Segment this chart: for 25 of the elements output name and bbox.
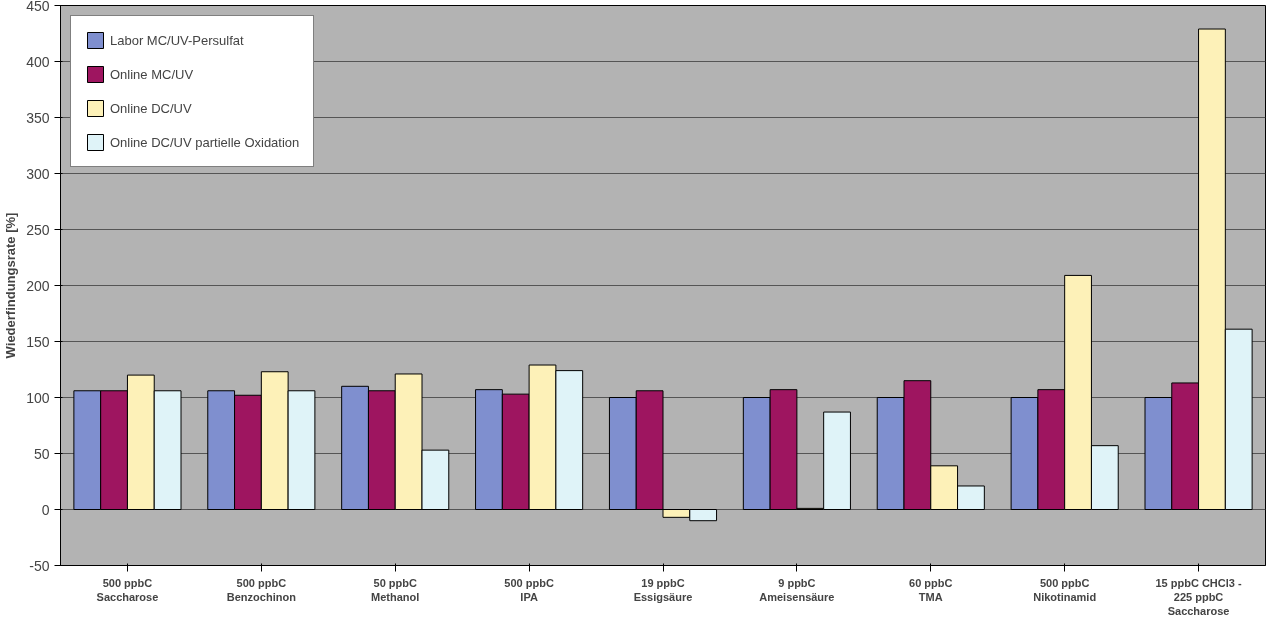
y-tick-label: -50 (29, 557, 50, 574)
x-tick-label: 15 ppbC CHCl3 - 225 ppbC Saccharose (1155, 576, 1242, 618)
x-tick-label: 500 ppbC IPA (504, 576, 554, 603)
x-tick-label: 19 ppbC Essigsäure (633, 576, 693, 603)
x-tick-label: 60 ppbC TMA (909, 576, 953, 603)
y-tick-label: 0 (41, 501, 50, 518)
x-tick-label: 500 ppbC Nikotinamid (1033, 576, 1097, 603)
y-tick-label: 150 (26, 333, 50, 350)
x-tick-label: 500 ppbC Saccharose (96, 576, 159, 603)
y-tick-label: 50 (33, 445, 50, 462)
y-tick-label: 200 (26, 277, 50, 294)
y-tick-label: 400 (26, 53, 50, 70)
y-tick-label: 350 (26, 109, 50, 126)
x-tick-label: 9 ppbC Ameisensäure (759, 576, 835, 603)
y-tick-label: 450 (26, 0, 50, 14)
x-tick-label: 500 ppbC Benzochinon (226, 576, 297, 603)
y-tick-label: 300 (26, 165, 50, 182)
y-axis-title: Wiederfindungsrate [%] (3, 212, 19, 359)
y-tick-label: 100 (26, 389, 50, 406)
y-tick-label: 250 (26, 221, 50, 238)
legend-label: Labor MC/UV-Persulfat (110, 32, 244, 48)
x-tick-label: 50 ppbC Methanol (371, 576, 420, 603)
legend-label: Online DC/UV (110, 100, 192, 116)
legend-label: Online DC/UV partielle Oxidation (110, 134, 300, 150)
legend-label: Online MC/UV (110, 66, 194, 82)
